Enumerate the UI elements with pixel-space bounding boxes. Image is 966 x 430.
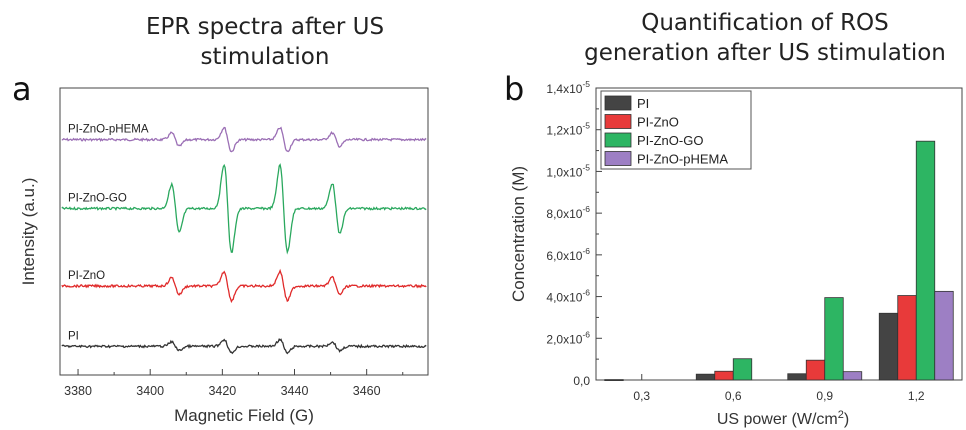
panel-a-title: EPR spectra after US stimulation: [110, 12, 420, 72]
x-axis-label: Magnetic Field (G): [174, 406, 314, 425]
panel-b-title-line1: Quantification of ROS: [641, 10, 889, 36]
series-label: PI-ZnO-pHEMA: [68, 124, 149, 136]
panel-b-title-line2: generation after US stimulation: [584, 40, 946, 66]
y-tick-label: 0,0: [573, 374, 590, 388]
panel-a-title-line1: EPR spectra after US: [145, 14, 385, 40]
bar: [878, 312, 899, 381]
y-tick-label: 6,0x10-6: [546, 246, 590, 263]
bar: [604, 379, 624, 381]
bar: [787, 373, 807, 381]
y-tick-label: 8,0x10-6: [546, 204, 590, 221]
spectrum-line: [61, 268, 427, 304]
bar: [897, 295, 917, 381]
bar: [695, 373, 716, 381]
legend-swatch: [604, 132, 632, 148]
y-axis-label: Intensity (a.u.): [19, 178, 38, 286]
plot-frame: [59, 87, 429, 376]
bar: [732, 358, 753, 381]
x-tick-label: 3460: [353, 384, 381, 398]
spectrum-line: [61, 163, 427, 255]
bar: [915, 140, 936, 381]
series-label: PI-ZnO: [68, 270, 105, 282]
panel-b-title: Quantification of ROS generation after U…: [560, 8, 966, 68]
series-label: PI: [68, 330, 79, 342]
bar: [714, 370, 734, 381]
y-axis-label: Concentration (M): [509, 166, 528, 302]
x-tick-label: 0,9: [816, 389, 833, 403]
x-tick-label: 3440: [281, 384, 309, 398]
panel-a-title-line2: stimulation: [200, 44, 330, 70]
legend-swatch: [604, 151, 632, 166]
x-tick-label: 0,6: [725, 389, 742, 403]
ros-bar-chart: 0,0 2,0x10-6 4,0x10-6 6,0x10-6 8,0x10-6 1,0x1…: [509, 79, 963, 428]
y-tick-label: 1,0x10-5: [546, 162, 590, 179]
x-tick-label: 3380: [64, 384, 92, 398]
legend-label: PI-ZnO-GO: [637, 133, 703, 148]
legend-label: PI: [637, 96, 649, 111]
x-tick-label: 1,2: [908, 389, 925, 403]
legend-swatch: [604, 114, 632, 129]
spectrum-line: [61, 126, 427, 153]
legend-swatch: [604, 95, 632, 111]
panel-b-letter: b: [504, 70, 525, 108]
y-tick-label: 1,2x10-5: [546, 121, 590, 138]
x-axis-label: US power (W/cm2): [717, 409, 849, 428]
bar: [842, 371, 863, 381]
x-tick-label: 3400: [136, 384, 164, 398]
y-tick-label: 1,4x10-5: [546, 79, 590, 96]
legend-label: PI-ZnO: [637, 115, 679, 130]
y-tick-label: 4,0x10-6: [546, 288, 590, 305]
x-tick-label: 0,3: [633, 389, 650, 403]
legend-label: PI-ZnO-pHEMA: [637, 152, 728, 167]
epr-spectra-chart: 3380 3400 3420 3440 3460 Magnetic Field (G) In…: [19, 87, 429, 425]
bar: [934, 290, 954, 381]
spectrum-line: [61, 337, 427, 355]
x-tick-label: 3420: [208, 384, 236, 398]
bar: [805, 359, 826, 381]
bar: [824, 297, 844, 381]
series-label: PI-ZnO-GO: [68, 193, 127, 205]
panel-a-letter: a: [12, 70, 32, 108]
y-tick-label: 2,0x10-6: [546, 329, 590, 346]
